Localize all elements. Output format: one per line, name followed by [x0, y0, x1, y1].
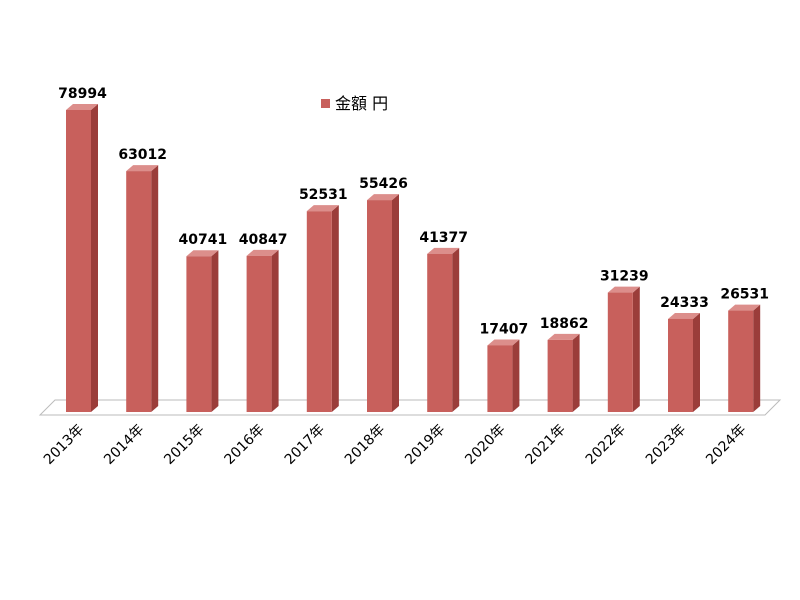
bar-top: [246, 249, 279, 256]
x-tick-label: 2018年: [342, 422, 388, 468]
value-label: 31239: [600, 269, 649, 285]
value-label: 52531: [299, 187, 348, 203]
x-tick-label: 2022年: [583, 422, 629, 468]
bar: [126, 171, 152, 412]
bar-side: [753, 304, 761, 412]
bar: [66, 110, 91, 412]
x-tick-label: 2014年: [101, 422, 147, 468]
value-label: 18862: [540, 316, 589, 332]
bar: [246, 255, 272, 412]
bar: [186, 256, 212, 412]
bar: [547, 339, 573, 412]
value-label: 63012: [118, 147, 167, 163]
x-tick-label: 2013年: [41, 422, 87, 468]
bar-top: [66, 104, 98, 110]
value-label: 55426: [359, 176, 408, 192]
bar-side: [632, 286, 640, 412]
bar-top: [126, 165, 159, 172]
bar-top: [367, 194, 399, 201]
bar: [607, 292, 633, 412]
value-label: 24333: [660, 295, 709, 311]
bar: [427, 253, 453, 412]
bar-top: [547, 333, 580, 340]
bar-top: [728, 304, 761, 311]
bar-side: [151, 165, 159, 412]
bar: [487, 345, 513, 412]
floor: [38, 399, 782, 416]
bar-top: [487, 339, 520, 346]
legend-swatch: [321, 99, 330, 108]
bar-side: [572, 333, 580, 412]
bar-side: [452, 247, 460, 412]
x-tick-label: 2016年: [222, 422, 268, 468]
x-tick-label: 2015年: [161, 422, 207, 468]
bar-side: [693, 312, 700, 412]
x-tick-label: 2024年: [703, 422, 749, 468]
value-label: 17407: [480, 321, 529, 337]
bar-top: [186, 250, 219, 257]
bar-top: [306, 205, 339, 212]
x-tick-label: 2023年: [643, 422, 689, 468]
bar-side: [271, 249, 279, 412]
legend-label: 金額 円: [335, 94, 388, 113]
bar-top: [427, 247, 460, 254]
x-tick-label: 2021年: [523, 422, 569, 468]
value-label: 78994: [58, 86, 107, 102]
x-tick-label: 2017年: [282, 422, 328, 468]
bar-side: [91, 104, 98, 412]
bar: [367, 200, 392, 412]
bar: [306, 211, 332, 412]
bar: [728, 310, 754, 412]
value-label: 41377: [419, 230, 468, 246]
value-label: 40741: [179, 232, 228, 248]
value-label: 40847: [239, 232, 288, 248]
bar-side: [512, 339, 520, 412]
x-tick-label: 2019年: [402, 422, 448, 468]
bar: [668, 318, 693, 412]
value-label: 26531: [720, 287, 769, 303]
bar-top: [668, 312, 700, 319]
x-tick-label: 2020年: [462, 422, 508, 468]
bar-top: [607, 286, 640, 293]
bar-side: [392, 194, 399, 412]
bar-side: [211, 250, 219, 412]
bar-side: [331, 205, 339, 412]
